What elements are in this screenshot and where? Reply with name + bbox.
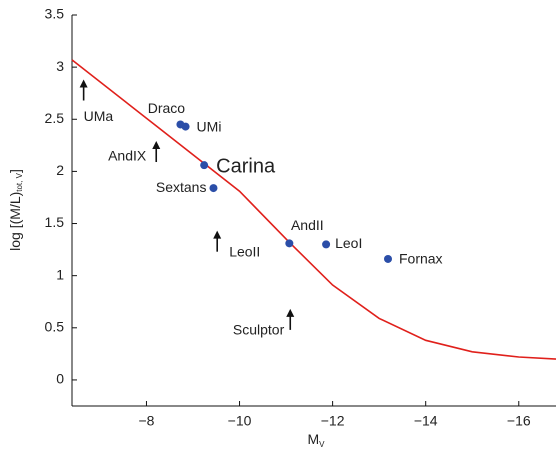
x-label-main: M: [307, 431, 319, 447]
y-tick-label: 3: [56, 58, 64, 74]
limit-label: Sculptor: [233, 322, 285, 338]
point-label: Draco: [148, 100, 186, 116]
point-label: Fornax: [399, 251, 443, 267]
limit-arrow-head: [152, 141, 161, 150]
limit-label: AndIX: [108, 148, 147, 164]
data-point: [181, 122, 190, 131]
y-tick-label: 0: [56, 371, 64, 387]
data-point: [200, 161, 209, 170]
x-tick-label: −12: [321, 413, 345, 429]
data-point: [285, 239, 294, 248]
limit-arrow-head: [213, 230, 222, 239]
y-tick-label: 1: [56, 266, 64, 282]
y-label-end: ]: [7, 169, 23, 173]
point-label: Carina: [216, 155, 276, 177]
y-tick-label: 1.5: [45, 214, 65, 230]
data-point: [322, 240, 331, 249]
limit-arrow-head: [286, 308, 295, 317]
y-tick-label: 2.5: [45, 110, 65, 126]
point-label: Sextans: [156, 179, 207, 195]
data-point: [383, 254, 392, 263]
y-tick-label: 3.5: [45, 6, 65, 22]
point-label: UMi: [197, 118, 222, 134]
x-tick-label: −10: [228, 413, 252, 429]
point-label: LeoI: [335, 235, 362, 251]
data-point: [209, 184, 218, 193]
x-tick-label: −16: [507, 413, 531, 429]
limit-arrow-head: [79, 79, 88, 88]
x-tick-label: −14: [414, 413, 438, 429]
limit-label: LeoII: [229, 243, 260, 259]
x-axis-label: MV: [307, 431, 325, 449]
x-tick-label: −8: [138, 413, 154, 429]
y-tick-label: 2: [56, 162, 64, 178]
y-label-sub: tot, V: [15, 172, 24, 191]
y-tick-label: 0.5: [45, 319, 65, 335]
y-axis-label: log [(M/L)tot, V]: [7, 169, 24, 251]
x-label-sub: V: [319, 440, 325, 449]
limit-label: UMa: [84, 108, 114, 124]
y-label-main: log [(M/L): [7, 192, 23, 251]
point-label: AndII: [291, 217, 324, 233]
model-curve: [71, 59, 557, 360]
